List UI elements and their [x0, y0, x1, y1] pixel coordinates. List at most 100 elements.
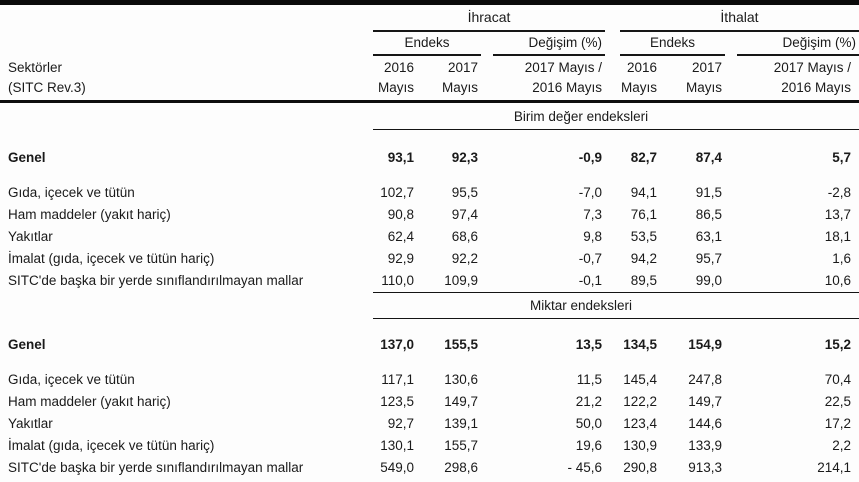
cell-export-2016: 130,1	[380, 438, 414, 453]
cell-export-2017: 139,1	[444, 416, 478, 431]
cell-export-2017: 155,7	[444, 438, 478, 453]
cell-export-2017: 298,6	[444, 460, 478, 475]
col-header-year: 2017	[447, 60, 478, 75]
cell-import-2016: 94,1	[630, 185, 657, 200]
cell-export-change: -7,0	[578, 185, 602, 200]
group-gap	[605, 435, 620, 457]
group-gap	[605, 270, 620, 292]
table-header-columns: Sektörler (SITC Rev.3) 2016 Mayıs 2017 M…	[0, 58, 859, 100]
col-header-exports-2017: 2017 Mayıs	[417, 58, 481, 100]
col-header-exports-change: 2017 Mayıs / 2016 Mayıs	[481, 58, 605, 100]
col-header-imports-change: 2017 Mayıs / 2016 Mayıs	[725, 58, 859, 100]
group-gap	[605, 248, 620, 270]
cell-import-2016: 130,9	[623, 438, 657, 453]
group-gap	[605, 58, 620, 100]
row-label: Genel	[8, 150, 46, 165]
row-label: Gıda, içecek ve tütün	[8, 372, 135, 387]
cell-import-2017: 91,5	[695, 185, 722, 200]
cell-import-2016: 145,4	[623, 372, 657, 387]
cell-export-2017: 97,4	[451, 207, 478, 222]
cell-export-2017: 95,5	[451, 185, 478, 200]
section-title-quantity: Miktar endeksleri	[373, 293, 859, 319]
cell-export-change: 19,6	[575, 438, 602, 453]
cell-export-2017: 149,7	[444, 394, 478, 409]
cell-export-2017: 68,6	[451, 229, 478, 244]
cell-import-change: 2,2	[832, 438, 851, 453]
table-row: Gıda, içecek ve tütün 117,1 130,6 11,5 1…	[0, 369, 859, 391]
cell-export-2017: 155,5	[444, 337, 478, 352]
cell-import-2017: 913,3	[688, 460, 722, 475]
cell-export-change: -0,1	[578, 273, 602, 288]
cell-export-2017: 92,2	[451, 251, 478, 266]
group-gap	[605, 147, 620, 169]
cell-import-2017: 247,8	[688, 372, 722, 387]
table-row-genel: Genel 93,1 92,3 -0,9 82,7 87,4 5,7	[0, 147, 859, 169]
col-header-month: Mayıs	[441, 80, 478, 95]
cell-import-change: 214,1	[817, 460, 851, 475]
col-header-change-line1: 2017 Mayıs /	[524, 60, 602, 75]
table-row: SITC'de başka bir yerde sınıflandırılmay…	[0, 457, 859, 479]
group-gap	[605, 334, 620, 356]
cell-import-change: 15,2	[824, 337, 851, 352]
table-row: İmalat (gıda, içecek ve tütün hariç) 130…	[0, 435, 859, 457]
cell-export-2016: 93,1	[387, 150, 414, 165]
row-label: Genel	[8, 337, 46, 352]
cell-import-2017: 86,5	[695, 207, 722, 222]
cell-import-change: -2,8	[827, 185, 851, 200]
row-header-line2: (SITC Rev.3)	[8, 80, 86, 95]
col-header-month: Mayıs	[620, 80, 657, 95]
header-spacer	[0, 5, 373, 32]
cell-import-change: 17,2	[824, 416, 851, 431]
cell-export-2016: 92,7	[387, 416, 414, 431]
header-spacer	[0, 33, 373, 56]
col-header-exports-2016: 2016 Mayıs	[373, 58, 417, 100]
cell-import-2016: 122,2	[623, 394, 657, 409]
cell-import-2016: 89,5	[630, 273, 657, 288]
cell-export-change: 11,5	[576, 372, 602, 387]
group-gap	[605, 369, 620, 391]
cell-export-2017: 109,9	[444, 273, 478, 288]
header-divider-line	[0, 100, 859, 103]
col-header-change-line1: 2017 Mayıs /	[773, 60, 851, 75]
group-gap	[605, 457, 620, 479]
row-label: Gıda, içecek ve tütün	[8, 185, 135, 200]
cell-import-change: 22,5	[824, 394, 851, 409]
imports-endeks-header: Endeks	[620, 33, 725, 56]
cell-import-2016: 290,8	[623, 460, 657, 475]
imports-degisim-header: Değişim (%)	[737, 33, 859, 56]
cell-import-2016: 76,1	[630, 207, 657, 222]
cell-import-2016: 53,5	[630, 229, 657, 244]
cell-import-change: 13,7	[824, 207, 851, 222]
row-label: İmalat (gıda, içecek ve tütün hariç)	[8, 251, 215, 266]
row-label: SITC'de başka bir yerde sınıflandırılmay…	[8, 273, 304, 288]
table-header-subgroups: Endeks Değişim (%) Endeks Değişim (%)	[0, 33, 859, 56]
cell-import-2016: 134,5	[623, 337, 657, 352]
col-header-year: 2016	[383, 60, 414, 75]
cell-import-2016: 94,2	[630, 251, 657, 266]
cell-import-2017: 133,9	[688, 438, 722, 453]
col-header-imports-2017: 2017 Mayıs	[660, 58, 725, 100]
row-label: SITC'de başka bir yerde sınıflandırılmay…	[8, 460, 304, 475]
cell-export-2016: 92,9	[387, 251, 414, 266]
cell-import-2017: 95,7	[695, 251, 722, 266]
col-header-change-line2: 2016 Mayıs	[532, 80, 602, 95]
exports-degisim-header: Değişim (%)	[493, 33, 605, 56]
col-header-month: Mayıs	[377, 80, 414, 95]
group-gap	[605, 391, 620, 413]
cell-export-change: 21,2	[575, 394, 602, 409]
cell-import-change: 5,7	[832, 150, 851, 165]
column-group-imports: İthalat	[620, 5, 859, 32]
row-label: Yakıtlar	[8, 229, 53, 244]
column-group-exports: İhracat	[373, 5, 605, 32]
cell-import-change: 70,4	[824, 372, 851, 387]
table-top-border	[0, 0, 859, 5]
cell-export-2016: 90,8	[387, 207, 414, 222]
cell-export-change: 13,5	[575, 337, 602, 352]
row-label: Ham maddeler (yakıt hariç)	[8, 207, 171, 222]
group-gap	[605, 204, 620, 226]
cell-export-2016: 549,0	[380, 460, 414, 475]
table-row: İmalat (gıda, içecek ve tütün hariç) 92,…	[0, 248, 859, 270]
cell-export-change: 9,8	[583, 229, 602, 244]
cell-import-2017: 149,7	[688, 394, 722, 409]
cell-import-change: 1,6	[832, 251, 851, 266]
